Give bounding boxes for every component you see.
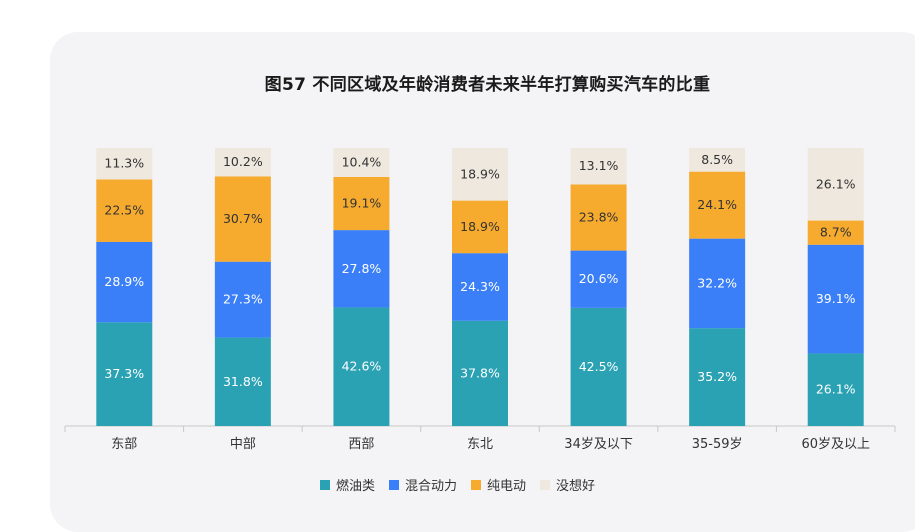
bar-segment xyxy=(452,148,508,201)
data-label: 18.9% xyxy=(460,219,500,234)
data-label: 8.7% xyxy=(820,225,852,240)
legend-swatch xyxy=(319,479,330,490)
legend-swatch xyxy=(388,479,399,490)
data-label: 27.8% xyxy=(342,261,382,276)
legend-item: 纯电动 xyxy=(471,475,526,494)
bar-segment xyxy=(333,307,390,426)
bar-segment xyxy=(333,230,390,308)
data-label: 35.2% xyxy=(697,369,737,384)
bar-segment xyxy=(214,148,271,177)
bar-segment xyxy=(807,148,864,221)
data-label: 42.5% xyxy=(579,359,619,374)
legend-label: 混合动力 xyxy=(404,479,457,494)
bar-segment xyxy=(214,176,271,262)
data-label: 24.3% xyxy=(460,279,500,294)
data-label: 31.8% xyxy=(223,374,263,389)
data-label: 39.1% xyxy=(816,291,856,306)
bar-segment xyxy=(689,328,746,426)
bar-segment xyxy=(214,337,271,426)
data-label: 23.8% xyxy=(579,210,619,225)
data-label: 10.2% xyxy=(223,154,263,169)
data-label: 37.8% xyxy=(460,365,500,380)
category-label: 西部 xyxy=(348,437,374,452)
data-label: 20.6% xyxy=(579,271,619,286)
data-label: 27.3% xyxy=(223,292,263,307)
bar-segment xyxy=(96,322,153,426)
bar-segment xyxy=(214,261,271,338)
bar-segment xyxy=(570,250,627,308)
category-label: 中部 xyxy=(230,437,256,452)
data-label: 30.7% xyxy=(223,211,263,226)
stacked-bar-chart: 37.3% 28.9% 22.5% 11.3% 东部 31.8% 27.3% 30.7% 10.… xyxy=(64,148,896,452)
data-label: 24.1% xyxy=(697,197,737,212)
bar-segment xyxy=(570,184,627,251)
bar-segment xyxy=(333,176,390,231)
bar-segment xyxy=(807,353,864,426)
category-label: 60岁及以上 xyxy=(801,437,870,452)
data-label: 22.5% xyxy=(104,203,144,218)
bar-segment xyxy=(570,307,627,426)
bar-segment xyxy=(96,148,153,180)
data-label: 26.1% xyxy=(816,382,856,397)
bar-segment xyxy=(96,241,153,323)
legend-item: 燃油类 xyxy=(319,475,375,494)
bar-segment xyxy=(452,320,508,426)
bar-segment xyxy=(333,148,390,177)
legend-swatch xyxy=(540,479,551,490)
bar-segment xyxy=(807,244,864,354)
bar-segment xyxy=(689,171,746,239)
data-label: 8.5% xyxy=(701,152,733,167)
bar-segment xyxy=(807,220,864,245)
chart-title: 图57 不同区域及年龄消费者未来半年打算购买汽车的比重 xyxy=(264,75,711,95)
bar-segment xyxy=(570,148,627,185)
bar-segment xyxy=(689,238,746,329)
legend-item: 混合动力 xyxy=(388,475,457,494)
category-label: 东部 xyxy=(111,437,137,452)
data-label: 28.9% xyxy=(104,274,144,289)
legend-swatch xyxy=(471,479,481,490)
data-label: 13.1% xyxy=(579,158,619,173)
data-label: 37.3% xyxy=(104,366,144,381)
chart-legend: 燃油类 混合动力 纯电动 没想好 xyxy=(0,475,915,494)
data-label: 10.4% xyxy=(342,154,382,169)
bar-segment xyxy=(452,253,508,321)
data-label: 26.1% xyxy=(816,176,856,191)
legend-label: 没想好 xyxy=(556,479,596,494)
legend-label: 燃油类 xyxy=(335,479,375,494)
data-label: 19.1% xyxy=(342,196,382,211)
data-label: 32.2% xyxy=(697,275,737,290)
bar-segment xyxy=(96,179,153,242)
legend-label: 纯电动 xyxy=(487,479,527,494)
bar-segment xyxy=(689,148,746,172)
category-label: 东北 xyxy=(467,437,493,452)
bar-segment xyxy=(452,200,508,254)
data-label: 11.3% xyxy=(104,156,144,171)
data-label: 42.6% xyxy=(342,359,382,374)
legend-item: 没想好 xyxy=(540,475,595,494)
category-label: 34岁及以下 xyxy=(564,437,633,452)
category-label: 35-59岁 xyxy=(692,437,743,452)
data-label: 18.9% xyxy=(460,166,500,181)
